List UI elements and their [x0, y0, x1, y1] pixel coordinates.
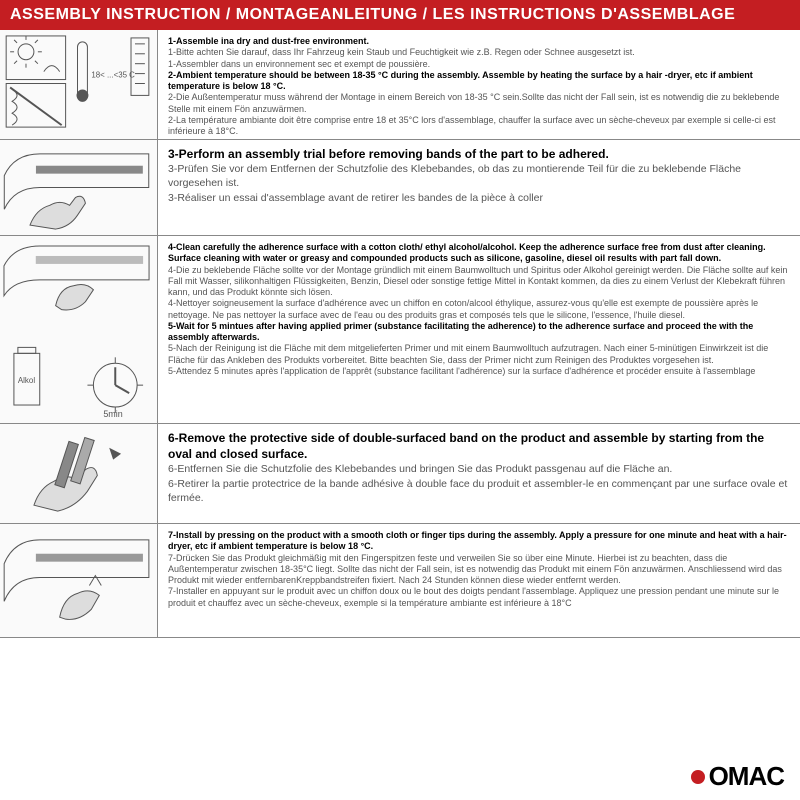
step-text: 6-Remove the protective side of double-s… [158, 424, 800, 523]
instruction-line: 3-Réaliser un essai d'assemblage avant d… [168, 191, 790, 205]
step-text: 3-Perform an assembly trial before remov… [158, 140, 800, 235]
steps-container: 18< ...<35 C 1-Assemble ina dry and dust… [0, 30, 800, 755]
instruction-step: 6-Remove the protective side of double-s… [0, 424, 800, 524]
svg-text:Alkol: Alkol [18, 376, 35, 385]
step-illustration [0, 140, 158, 235]
instruction-line: 1-Assemble ina dry and dust-free environ… [168, 36, 790, 47]
instruction-line: 7-Install by pressing on the product wit… [168, 530, 790, 553]
instruction-line: 5-Attendez 5 minutes après l'application… [168, 366, 790, 377]
step-illustration: Alkol 5min [0, 236, 158, 423]
instruction-line: 5-Wait for 5 mintues after having applie… [168, 321, 790, 344]
instruction-line: 1-Assembler dans un environnement sec et… [168, 59, 790, 70]
brand-logo: OMAC [709, 761, 784, 792]
instruction-line: 5-Nach der Reinigung ist die Fläche mit … [168, 343, 790, 366]
instruction-line: 1-Bitte achten Sie darauf, dass Ihr Fahr… [168, 47, 790, 58]
logo-dot-icon [691, 770, 705, 784]
instruction-line: 4-Die zu beklebende Fläche sollte vor de… [168, 265, 790, 299]
instruction-line: 3-Prüfen Sie vor dem Entfernen der Schut… [168, 162, 790, 190]
instruction-line: 2-Ambient temperature should be between … [168, 70, 790, 93]
footer: OMAC [0, 755, 800, 800]
instruction-line: 4-Clean carefully the adherence surface … [168, 242, 790, 265]
instruction-line: 6-Retirer la partie protectrice de la ba… [168, 477, 790, 505]
instruction-line: 3-Perform an assembly trial before remov… [168, 146, 790, 162]
svg-text:18< ...<35 C: 18< ...<35 C [91, 71, 135, 80]
page-title: ASSEMBLY INSTRUCTION / MONTAGEANLEITUNG … [0, 0, 800, 30]
step-illustration: 18< ...<35 C [0, 30, 158, 139]
step-text: 4-Clean carefully the adherence surface … [158, 236, 800, 423]
instruction-line: 6-Entfernen Sie die Schutzfolie des Kleb… [168, 462, 790, 476]
svg-text:5min: 5min [103, 409, 122, 419]
step-illustration [0, 524, 158, 637]
instruction-line: 7-Drücken Sie das Produkt gleichmäßig mi… [168, 553, 790, 587]
instruction-line: 4-Nettoyer soigneusement la surface d'ad… [168, 298, 790, 321]
instruction-line: 2-Die Außentemperatur muss während der M… [168, 92, 790, 115]
instruction-step: Alkol 5min 4-Clean carefully the adheren… [0, 236, 800, 424]
instruction-line: 7-Installer en appuyant sur le produit a… [168, 586, 790, 609]
instruction-line: 6-Remove the protective side of double-s… [168, 430, 790, 462]
instruction-step: 18< ...<35 C 1-Assemble ina dry and dust… [0, 30, 800, 140]
step-text: 7-Install by pressing on the product wit… [158, 524, 800, 637]
step-text: 1-Assemble ina dry and dust-free environ… [158, 30, 800, 139]
instruction-line: 2-La température ambiante doit être comp… [168, 115, 790, 138]
instruction-step: 7-Install by pressing on the product wit… [0, 524, 800, 638]
step-illustration [0, 424, 158, 523]
instruction-step: 3-Perform an assembly trial before remov… [0, 140, 800, 236]
